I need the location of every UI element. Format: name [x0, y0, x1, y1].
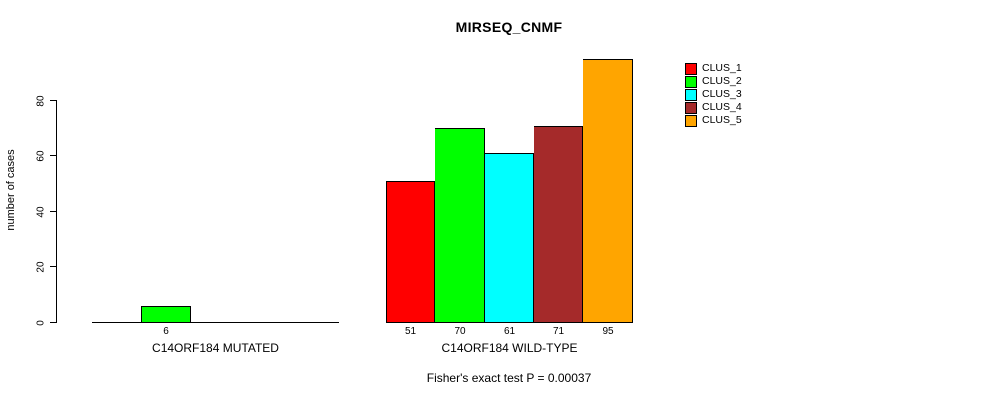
y-tick	[50, 266, 57, 267]
y-tick-label: 0	[35, 319, 47, 326]
legend-swatch-clus_5	[685, 115, 697, 127]
legend-label-clus_5: CLUS_5	[702, 114, 742, 126]
y-tick-label: 80	[35, 94, 47, 107]
y-tick	[50, 100, 57, 101]
bar-clus_4-mutated	[240, 322, 289, 323]
bar-clus_1-wild-type	[386, 181, 435, 323]
bar-clus_5-wild-type	[583, 59, 633, 323]
group-label-mutated: C14ORF184 MUTATED	[152, 341, 279, 355]
legend-swatch-clus_3	[685, 89, 697, 101]
legend-label-clus_1: CLUS_1	[702, 62, 742, 74]
bar-clus_5-mutated	[289, 322, 339, 323]
bar-clus_3-wild-type	[485, 153, 534, 323]
bar-clus_4-wild-type	[534, 126, 583, 323]
legend-swatch-clus_4	[685, 102, 697, 114]
bar-value-label: 6	[163, 326, 169, 337]
legend-swatch-clus_1	[685, 63, 697, 75]
bar-value-label: 95	[602, 326, 614, 337]
bar-clus_2-mutated	[141, 306, 191, 323]
bar-value-label: 71	[552, 326, 565, 337]
y-tick-label: 60	[35, 149, 47, 162]
y-tick	[50, 155, 57, 156]
legend-label-clus_2: CLUS_2	[702, 75, 742, 87]
legend-label-clus_3: CLUS_3	[702, 88, 742, 100]
bar-value-label: 51	[404, 326, 417, 337]
y-axis-label: number of cases	[5, 149, 17, 231]
bar-clus_2-wild-type	[435, 128, 485, 323]
y-tick-label: 20	[35, 260, 47, 273]
bar-value-label: 70	[454, 326, 466, 337]
legend-label-clus_4: CLUS_4	[702, 101, 742, 113]
bar-clus_3-mutated	[191, 322, 240, 323]
group-label-wildtype: C14ORF184 WILD-TYPE	[441, 341, 578, 355]
bar-clus_1-mutated	[92, 322, 141, 323]
legend-swatch-clus_2	[685, 76, 697, 88]
bar-value-label: 61	[503, 326, 516, 337]
fisher-test-annotation: Fisher's exact test P = 0.00037	[426, 371, 592, 385]
y-tick	[50, 322, 57, 323]
chart-title: MIRSEQ_CNMF	[455, 19, 563, 35]
y-tick-label: 40	[35, 205, 47, 218]
y-tick	[50, 211, 57, 212]
